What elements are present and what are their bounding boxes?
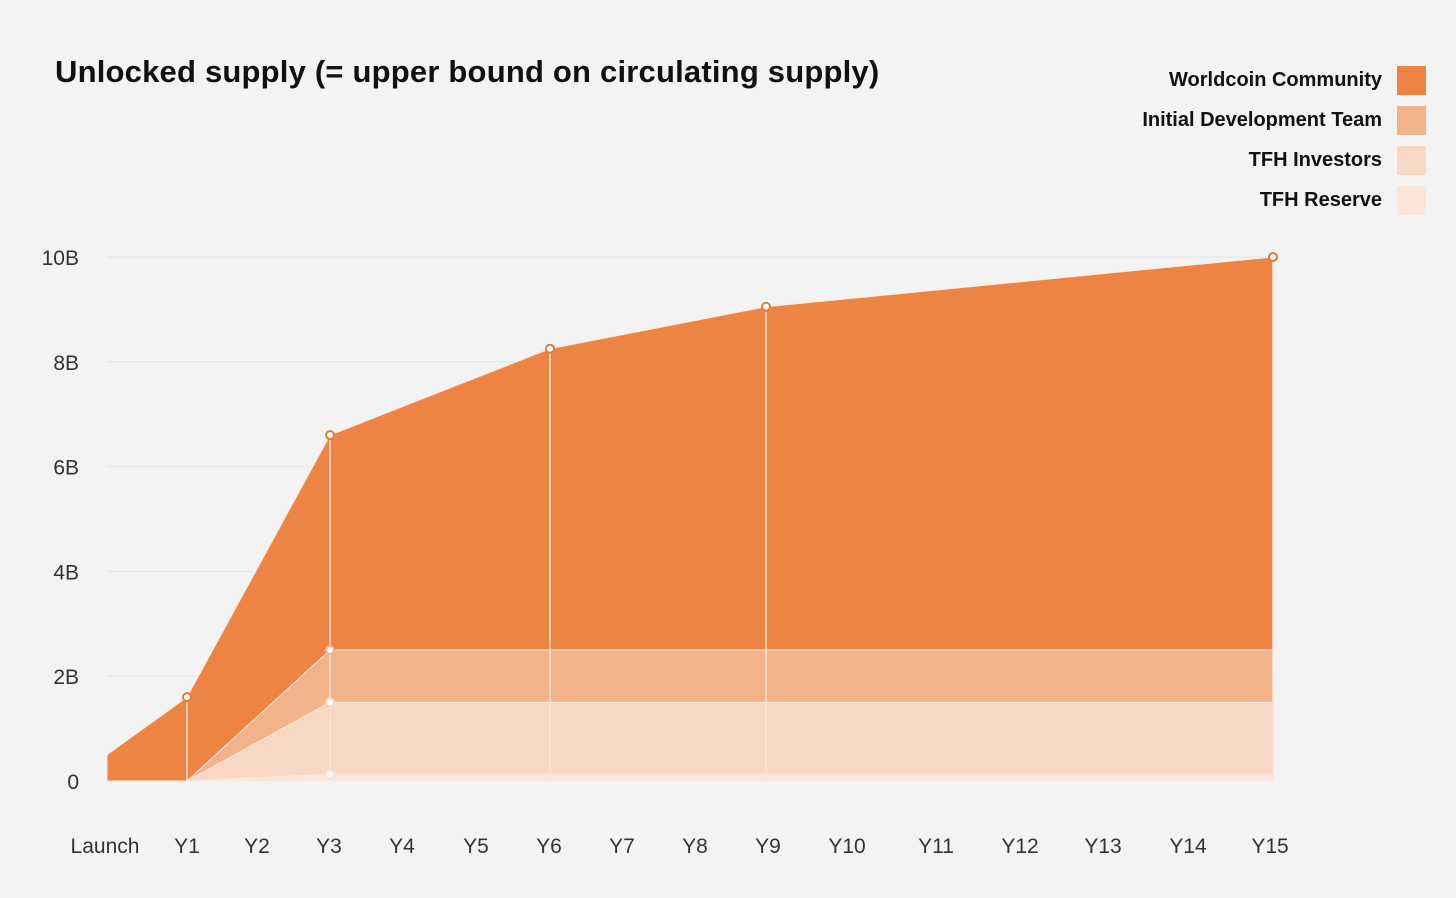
data-point (325, 645, 335, 655)
x-tick-label: Y9 (755, 835, 781, 858)
y-tick-label: 8B (53, 352, 79, 375)
chart-title: Unlocked supply (= upper bound on circul… (55, 54, 880, 89)
data-point (325, 697, 335, 708)
data-point (325, 430, 335, 441)
y-tick-label: 10B (42, 247, 79, 270)
data-point (1268, 252, 1278, 262)
x-tick-label: Y3 (316, 835, 342, 858)
legend-label: Initial Development Team (1142, 108, 1382, 131)
x-tick-label: Y7 (609, 835, 635, 858)
data-point (325, 769, 335, 780)
x-tick-label: Y2 (244, 835, 270, 858)
x-tick-label: Y13 (1084, 835, 1121, 858)
legend-label: Worldcoin Community (1169, 68, 1382, 91)
x-tick-label: Launch (71, 835, 140, 858)
y-tick-label: 0 (67, 771, 79, 794)
x-tick-label: Y5 (463, 835, 489, 858)
y-tick-label: 6B (53, 457, 79, 480)
legend-label: TFH Reserve (1259, 188, 1382, 211)
data-point (545, 343, 555, 354)
data-point (761, 301, 771, 312)
legend: Worldcoin Community Initial Development T… (1142, 60, 1426, 220)
legend-label: TFH Investors (1248, 148, 1382, 171)
legend-swatch (1397, 185, 1426, 215)
x-tick-label: Y15 (1251, 835, 1288, 858)
legend-item: Worldcoin Community (1142, 60, 1426, 100)
x-tick-label: Y10 (828, 835, 865, 858)
legend-swatch (1397, 65, 1426, 95)
legend-swatch (1397, 145, 1426, 175)
legend-item: Initial Development Team (1142, 100, 1426, 140)
y-tick-label: 2B (53, 666, 79, 689)
x-tick-label: Y1 (174, 835, 200, 858)
x-tick-label: Y11 (918, 835, 954, 858)
x-tick-label: Y8 (682, 835, 708, 858)
x-tick-label: Y14 (1169, 835, 1207, 858)
legend-item: TFH Investors (1142, 140, 1426, 180)
y-tick-label: 4B (53, 561, 79, 584)
data-point (182, 692, 192, 703)
x-tick-label: Y12 (1001, 835, 1038, 858)
x-tick-label: Y4 (389, 835, 415, 858)
x-tick-label: Y6 (536, 835, 562, 858)
legend-item: TFH Reserve (1142, 180, 1426, 220)
legend-swatch (1397, 105, 1426, 135)
